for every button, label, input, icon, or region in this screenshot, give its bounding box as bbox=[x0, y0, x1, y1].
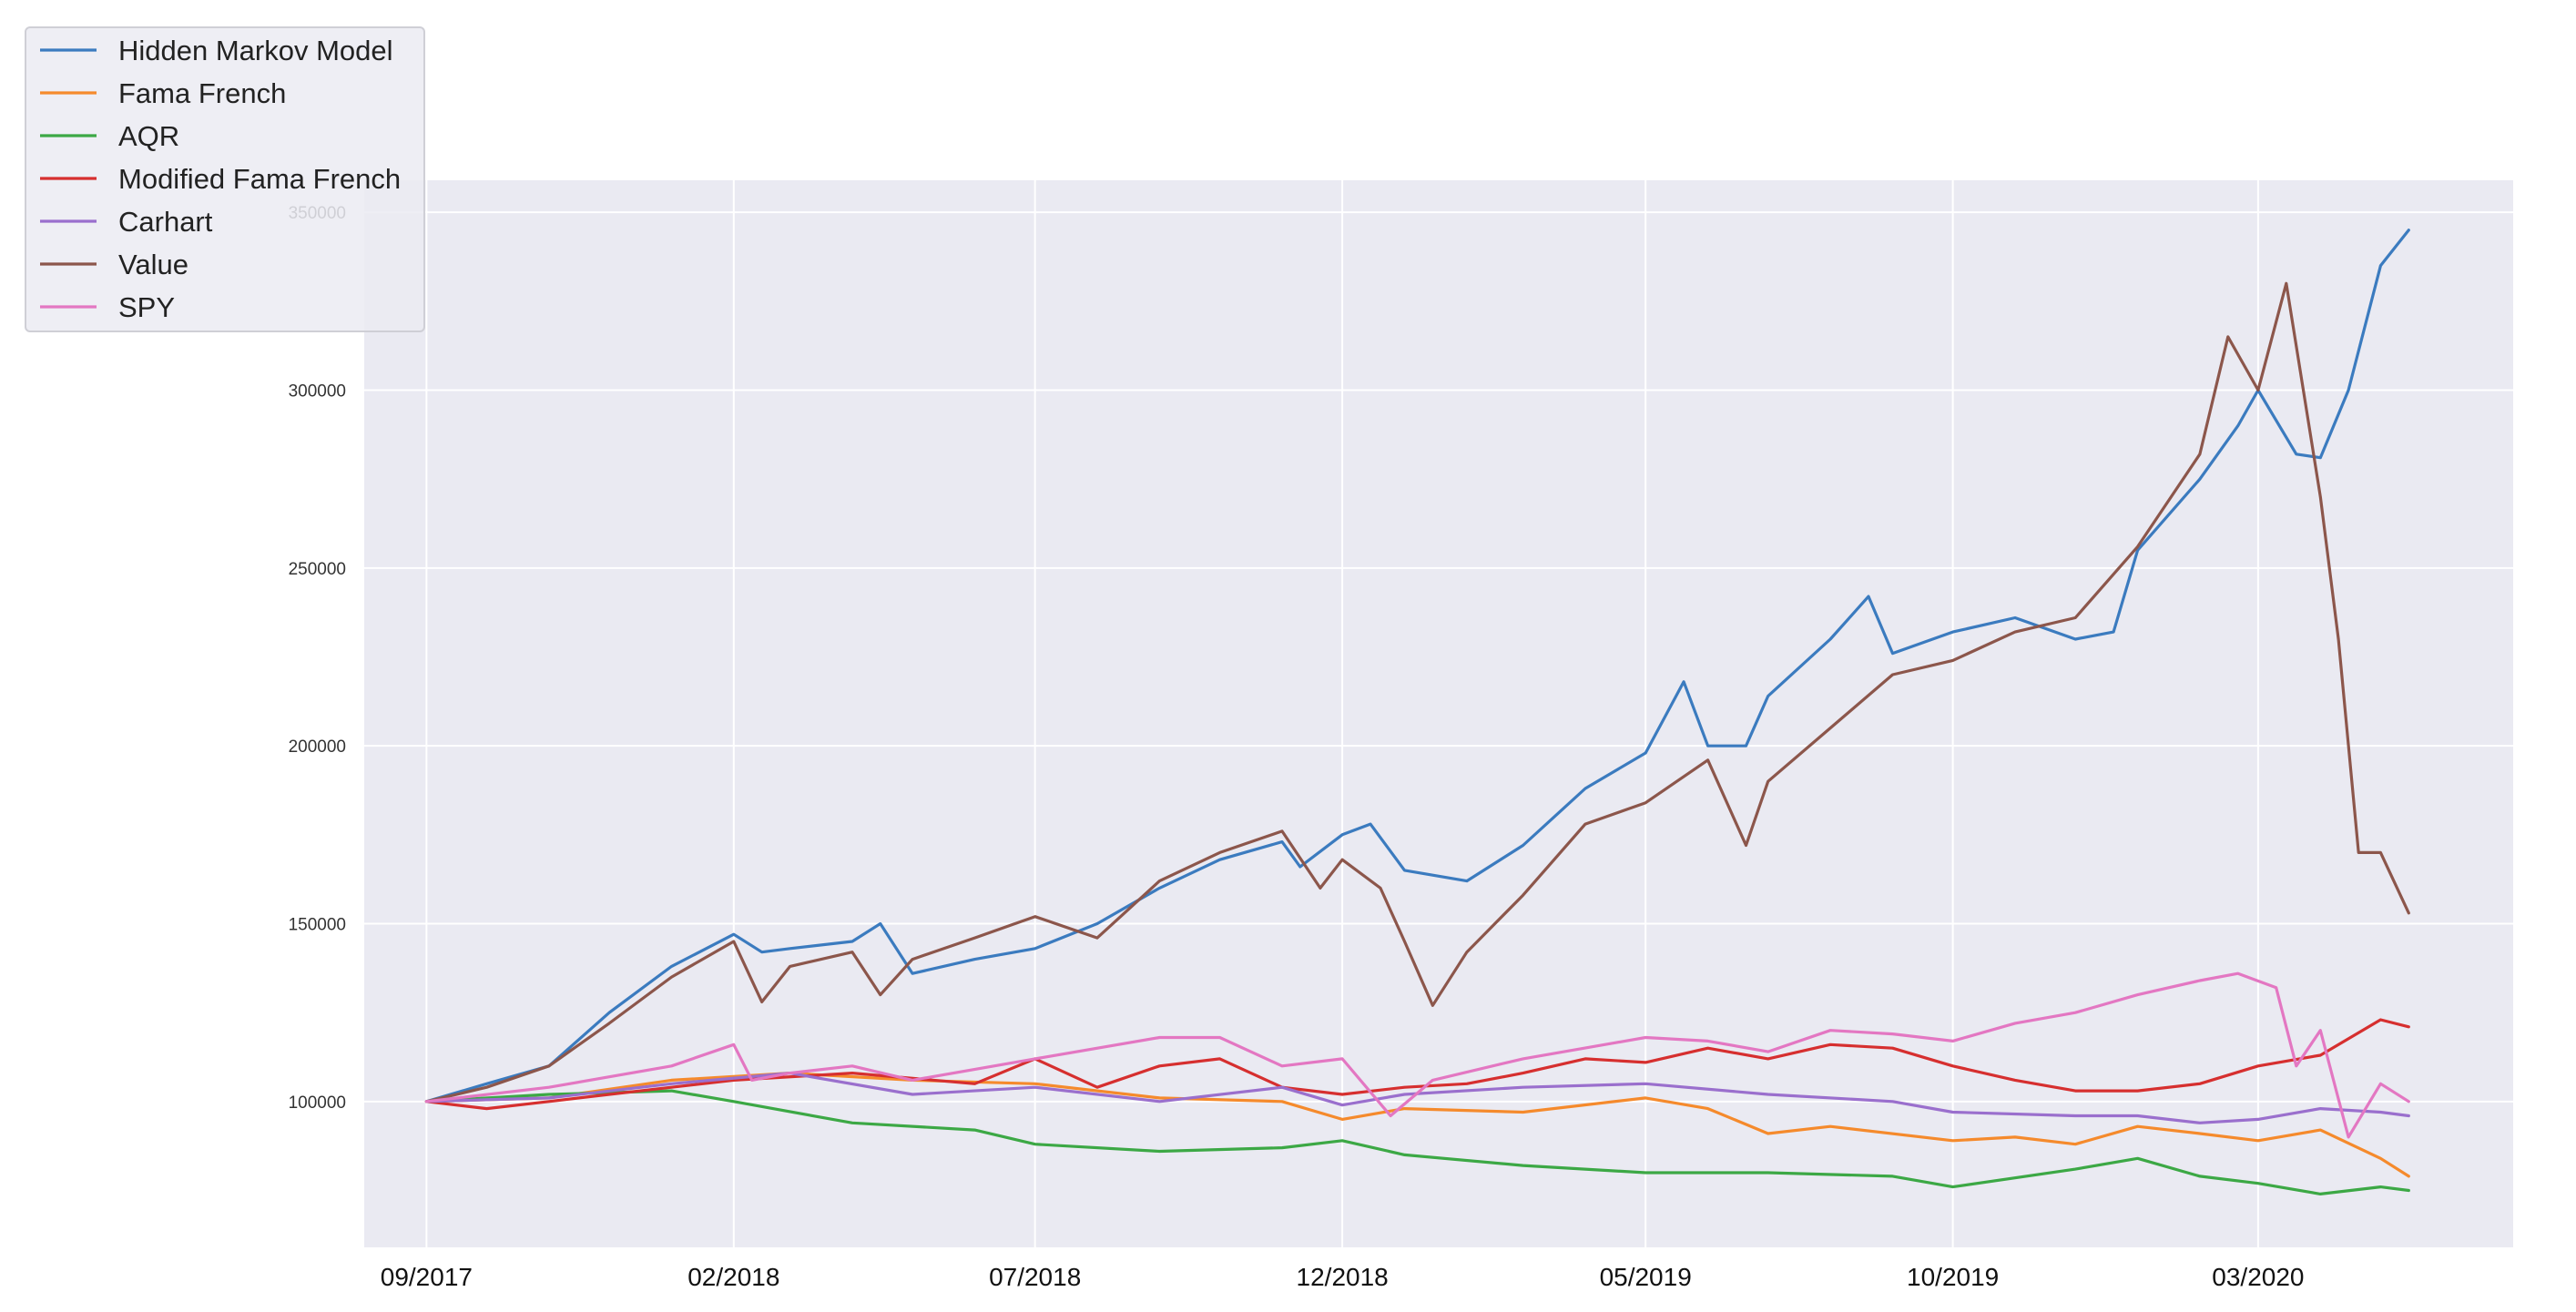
legend-label-value: Value bbox=[118, 249, 188, 280]
y-tick-label: 300000 bbox=[289, 381, 346, 401]
legend-label-fama-french: Fama French bbox=[118, 77, 286, 109]
x-tick-label: 07/2018 bbox=[989, 1263, 1081, 1291]
series-line-aqr bbox=[424, 1089, 2410, 1196]
legend-label-carhart: Carhart bbox=[118, 206, 213, 238]
x-tick-label: 12/2018 bbox=[1297, 1263, 1389, 1291]
legend-label-spy: SPY bbox=[118, 291, 175, 323]
y-tick-label: 150000 bbox=[289, 915, 346, 934]
legend-label-hidden-markov-model: Hidden Markov Model bbox=[118, 35, 393, 66]
legend-label-modified-fama-french: Modified Fama French bbox=[118, 163, 401, 195]
x-tick-label: 05/2019 bbox=[1600, 1263, 1692, 1291]
y-axis-tick-labels: 100000150000200000250000300000350000 bbox=[289, 204, 346, 1113]
series-line-fama-french bbox=[424, 1071, 2410, 1178]
series-line-hidden-markov-model bbox=[424, 229, 2410, 1104]
legend: Hidden Markov Model Fama French AQR Modifie… bbox=[25, 26, 425, 332]
series-line-carhart bbox=[424, 1071, 2410, 1124]
x-tick-label: 09/2017 bbox=[381, 1263, 473, 1291]
x-tick-label: 10/2019 bbox=[1907, 1263, 1999, 1291]
y-tick-label: 100000 bbox=[289, 1093, 346, 1113]
legend-label-aqr: AQR bbox=[118, 120, 179, 152]
series-lines bbox=[424, 229, 2410, 1196]
grid-lines bbox=[364, 180, 2513, 1247]
x-tick-label: 02/2018 bbox=[687, 1263, 779, 1291]
series-line-spy bbox=[424, 971, 2410, 1139]
x-tick-label: 03/2020 bbox=[2212, 1263, 2304, 1291]
plot-area-background bbox=[364, 180, 2513, 1247]
y-tick-label: 250000 bbox=[289, 560, 346, 579]
legend-frame bbox=[25, 26, 425, 332]
series-line-value bbox=[424, 281, 2410, 1104]
x-axis-tick-labels: 09/2017 02/2018 07/2018 12/2018 05/2019 10/20… bbox=[381, 1263, 2305, 1291]
y-tick-label: 200000 bbox=[289, 737, 346, 757]
